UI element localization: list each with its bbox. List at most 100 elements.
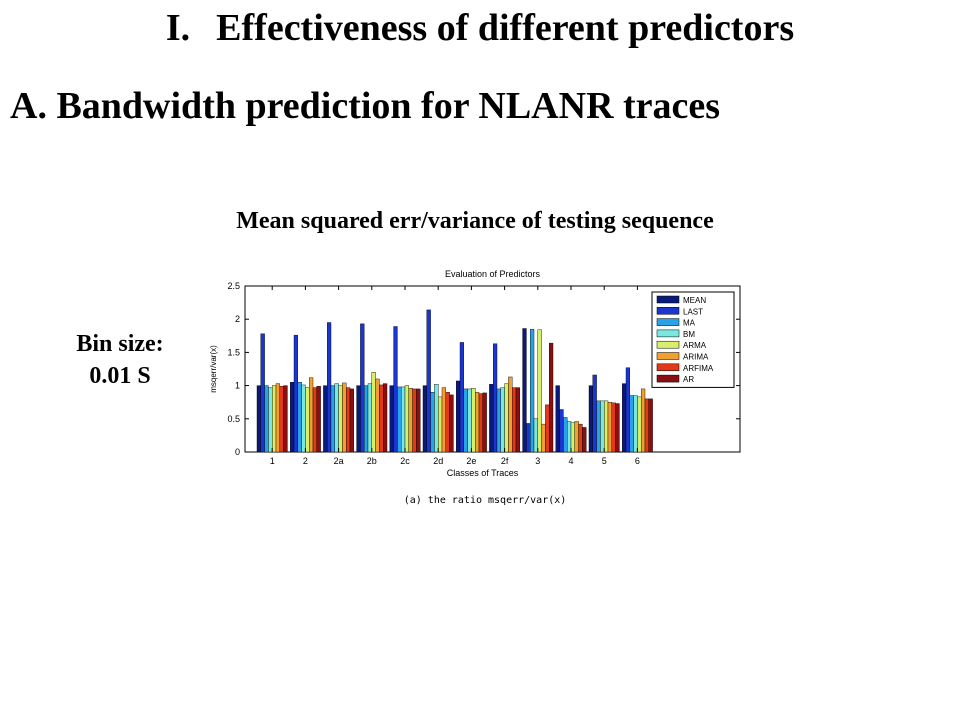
legend-swatch-ar bbox=[656, 374, 680, 383]
bar-ar-2d bbox=[449, 394, 454, 453]
legend-label-bm: BM bbox=[683, 330, 695, 339]
bar-mean-5 bbox=[588, 385, 593, 453]
bar-arfima-2a bbox=[346, 387, 351, 453]
bar-last-6 bbox=[625, 367, 630, 453]
bar-ar-4 bbox=[582, 427, 587, 453]
legend-label-arima: ARIMA bbox=[683, 353, 709, 362]
bar-ar-2a bbox=[349, 388, 354, 453]
figure-caption: (a) the ratio msqerr/var(x) bbox=[403, 495, 567, 506]
bar-last-2c bbox=[393, 326, 398, 453]
bar-arima-6 bbox=[641, 388, 646, 453]
bar-arima-2d bbox=[441, 387, 446, 453]
bar-mean-4 bbox=[555, 385, 560, 453]
x-tick-label: 2c bbox=[400, 456, 410, 466]
y-axis-label: msqerr/var(x) bbox=[209, 345, 218, 393]
bar-arima-5 bbox=[607, 402, 612, 453]
slide-subtitle: Mean squared err/variance of testing seq… bbox=[236, 208, 714, 234]
bar-bm-2 bbox=[301, 384, 306, 453]
legend-label-ma: MA bbox=[683, 319, 696, 328]
bar-ar-6 bbox=[648, 398, 653, 453]
bar-arma-5 bbox=[604, 400, 609, 453]
bar-mean-2b bbox=[356, 385, 361, 453]
bar-last-2 bbox=[293, 334, 298, 453]
bar-arma-2a bbox=[338, 385, 343, 453]
legend-label-arfima: ARFIMA bbox=[683, 364, 714, 373]
bar-ma-2e bbox=[463, 388, 468, 453]
legend-label-mean: MEAN bbox=[683, 296, 706, 305]
x-tick-label: 2a bbox=[334, 456, 344, 466]
x-tick-label: 2f bbox=[501, 456, 509, 466]
bar-ar-2f bbox=[515, 387, 520, 453]
bar-ar-2e bbox=[482, 392, 487, 453]
bar-arma-2e bbox=[471, 388, 476, 453]
y-tick-label: 0 bbox=[235, 447, 240, 457]
bar-ar-2b bbox=[383, 383, 388, 453]
y-tick-label: 1.5 bbox=[227, 347, 240, 357]
bar-ma-2f bbox=[496, 388, 501, 453]
bar-bm-4 bbox=[567, 421, 572, 453]
bar-arfima-2e bbox=[478, 393, 483, 453]
bar-last-2d bbox=[426, 309, 431, 453]
heading-number: I. bbox=[165, 7, 191, 49]
x-tick-label: 6 bbox=[635, 456, 640, 466]
bar-ma-2d bbox=[430, 392, 435, 453]
legend-label-ar: AR bbox=[683, 375, 694, 384]
bar-last-5 bbox=[592, 374, 597, 453]
legend-swatch-last bbox=[656, 307, 680, 315]
bar-arima-2f bbox=[508, 376, 513, 453]
bar-ma-6 bbox=[629, 395, 634, 453]
bin-size-note: Bin size: 0.01 S bbox=[40, 328, 200, 392]
bar-last-4 bbox=[559, 409, 564, 453]
bar-last-2f bbox=[493, 343, 498, 453]
bar-mean-2d bbox=[422, 385, 427, 453]
bar-arma-2 bbox=[305, 387, 310, 453]
bar-last-1 bbox=[260, 333, 265, 453]
bar-arfima-1 bbox=[279, 386, 284, 453]
bar-arma-2f bbox=[504, 383, 509, 453]
bar-arfima-2b bbox=[379, 384, 384, 453]
legend-swatch-mean bbox=[656, 295, 680, 304]
bar-arima-3 bbox=[541, 423, 546, 453]
chart-title: Evaluation of Predictors bbox=[445, 269, 541, 279]
bar-ma-2a bbox=[330, 385, 335, 453]
bar-ar-1 bbox=[283, 385, 288, 453]
bar-arima-2c bbox=[408, 388, 413, 453]
bar-bm-5 bbox=[600, 400, 605, 453]
legend-swatch-arima bbox=[656, 352, 680, 360]
bar-arima-4 bbox=[574, 421, 579, 453]
bar-ma-5 bbox=[596, 400, 601, 453]
bar-ma-4 bbox=[563, 417, 568, 453]
bar-bm-2c bbox=[401, 386, 406, 453]
bar-last-2e bbox=[459, 342, 464, 453]
legend-swatch-arma bbox=[656, 340, 680, 349]
legend bbox=[651, 291, 735, 388]
x-tick-label: 2b bbox=[367, 456, 377, 466]
bar-mean-2f bbox=[489, 384, 494, 453]
bar-bm-1 bbox=[268, 387, 273, 453]
bar-last-3 bbox=[526, 423, 531, 453]
bar-mean-2e bbox=[456, 380, 461, 453]
bar-ar-2 bbox=[316, 386, 321, 453]
bar-bm-2d bbox=[434, 384, 439, 453]
legend-label-arma: ARMA bbox=[683, 341, 707, 350]
bin-size-label: Bin size: bbox=[76, 331, 164, 357]
bar-arfima-6 bbox=[644, 398, 649, 453]
x-tick-label: 5 bbox=[602, 456, 607, 466]
bar-ar-3 bbox=[549, 342, 554, 453]
bar-bm-2e bbox=[467, 388, 472, 453]
y-tick-label: 2.5 bbox=[227, 281, 240, 291]
bar-ar-2c bbox=[416, 388, 421, 453]
bar-mean-2 bbox=[290, 382, 295, 453]
x-tick-label: 4 bbox=[568, 456, 573, 466]
bar-arfima-2d bbox=[445, 392, 450, 453]
legend-swatch-ma bbox=[656, 318, 680, 326]
bin-size-value: 0.01 S bbox=[89, 363, 151, 389]
bar-mean-6 bbox=[622, 383, 627, 453]
slide-subheading: A. Bandwidth prediction for NLANR traces bbox=[10, 85, 721, 127]
legend-swatch-bm bbox=[656, 329, 680, 338]
bar-ar-5 bbox=[615, 403, 620, 453]
bar-arma-2b bbox=[371, 372, 376, 453]
x-tick-label: 2 bbox=[303, 456, 308, 466]
slide-heading: I. Effectiveness of different predictors bbox=[0, 6, 960, 50]
bar-arima-1 bbox=[275, 383, 280, 453]
